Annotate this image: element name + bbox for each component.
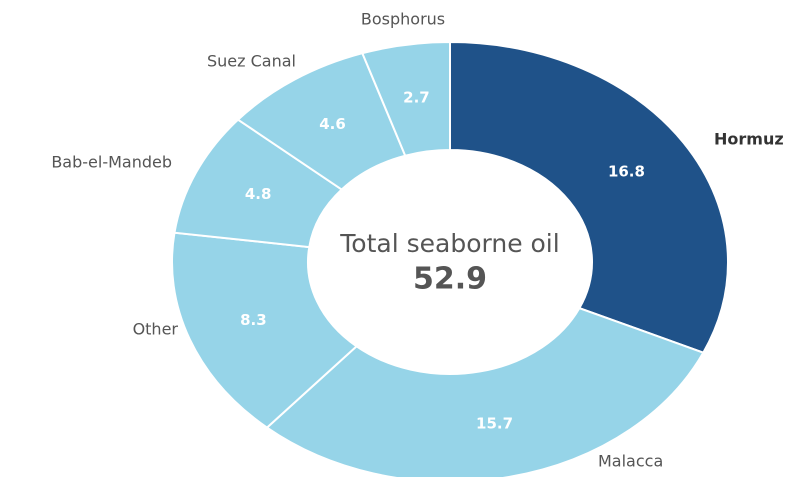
category-label: Suez Canal — [207, 52, 296, 71]
value-label: 15.7 — [476, 415, 513, 433]
value-label: 2.7 — [403, 89, 430, 107]
value-label: 4.8 — [245, 185, 272, 203]
value-label: 16.8 — [608, 162, 645, 180]
value-label: 8.3 — [240, 311, 267, 329]
category-label: Bab-el-Mandeb — [51, 153, 172, 172]
category-label: Malacca — [598, 452, 663, 471]
category-label: Other — [133, 320, 179, 339]
slice — [361, 40, 451, 157]
slice — [265, 306, 705, 477]
category-label: Bosphorus — [361, 10, 445, 29]
slice — [449, 40, 729, 354]
center-total: 52.9 — [413, 262, 487, 297]
category-label: Hormuz — [714, 130, 784, 149]
value-label: 4.6 — [319, 115, 346, 133]
slice — [171, 231, 359, 429]
center-label: Total seaborne oil — [339, 229, 559, 258]
